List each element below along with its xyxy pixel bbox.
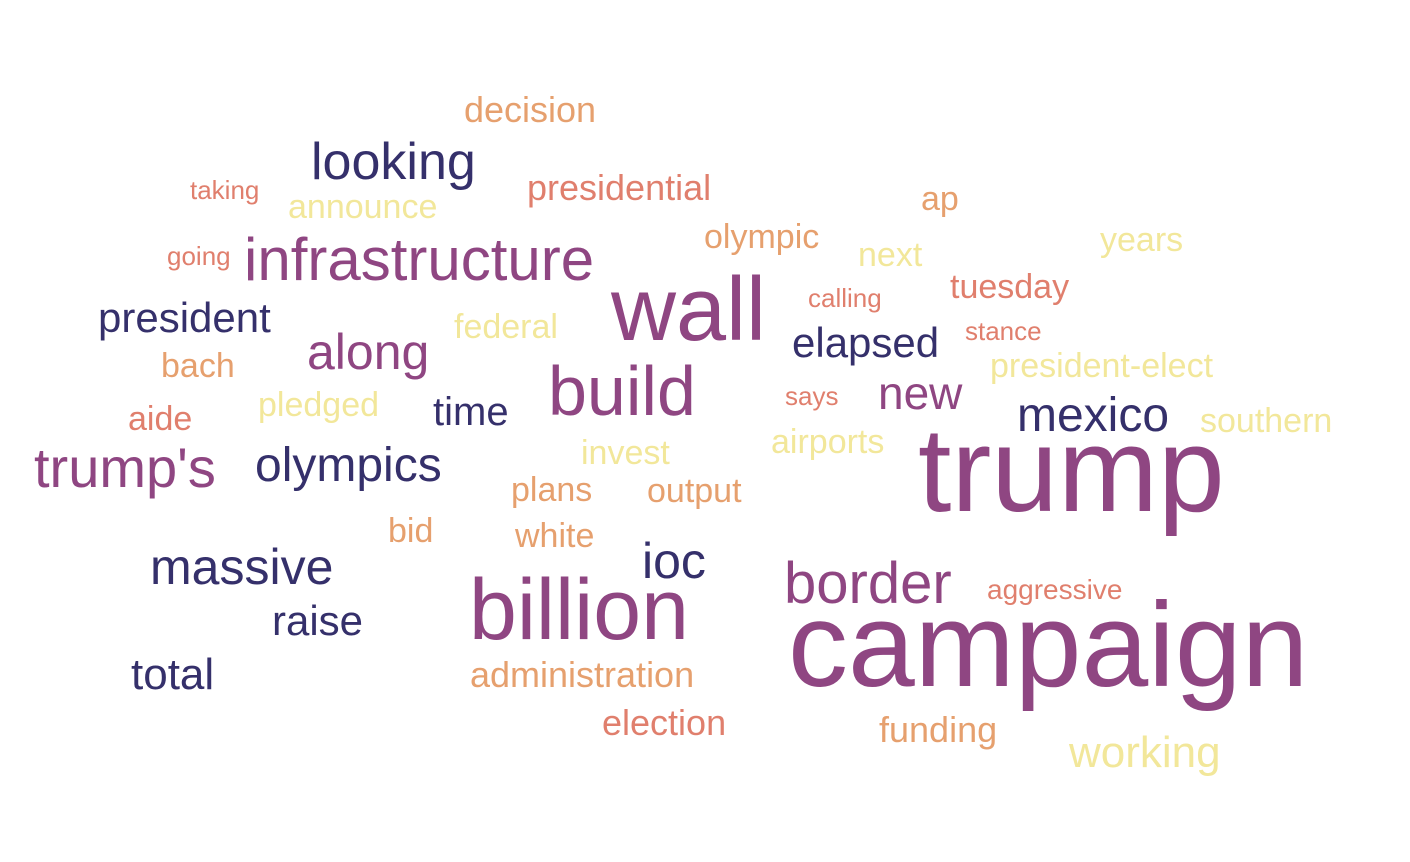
- word-announce: announce: [288, 188, 438, 226]
- word-output: output: [647, 472, 742, 510]
- word-massive: massive: [150, 539, 334, 595]
- word-years: years: [1100, 221, 1184, 259]
- word-border: border: [784, 551, 952, 616]
- word-infrastructure: infrastructure: [244, 226, 595, 293]
- word-build: build: [548, 352, 696, 430]
- word-presidential: presidential: [527, 167, 712, 208]
- word-along: along: [307, 324, 430, 380]
- word-administration: administration: [470, 654, 695, 695]
- word-billion: billion: [469, 562, 689, 658]
- word-ap: ap: [921, 180, 959, 218]
- word-mexico: mexico: [1017, 389, 1170, 442]
- word-invest: invest: [581, 434, 670, 472]
- word-wall: wall: [611, 260, 767, 360]
- word-going: going: [167, 241, 231, 271]
- word-new: new: [878, 367, 963, 419]
- word-president-elect: president-elect: [990, 347, 1214, 385]
- word-white: white: [515, 517, 595, 555]
- word-president: president: [98, 294, 271, 341]
- word-election: election: [602, 702, 727, 743]
- word-elapsed: elapsed: [792, 319, 940, 366]
- word-southern: southern: [1200, 402, 1333, 440]
- word-aggressive: aggressive: [987, 574, 1123, 605]
- word-trump: trump: [918, 403, 1225, 537]
- word-airports: airports: [771, 423, 885, 461]
- word-ioc: ioc: [642, 533, 706, 589]
- word-bach: bach: [161, 347, 235, 385]
- word-raise: raise: [272, 597, 364, 644]
- word-olympic: olympic: [704, 218, 820, 256]
- word-working: working: [1069, 728, 1221, 777]
- word-total: total: [131, 650, 215, 699]
- word-bid: bid: [388, 512, 434, 550]
- word-trumps: trump's: [34, 436, 216, 499]
- word-pledged: pledged: [258, 386, 380, 424]
- word-looking: looking: [311, 133, 476, 191]
- word-decision: decision: [464, 89, 597, 130]
- word-funding: funding: [879, 709, 998, 750]
- word-olympics: olympics: [255, 439, 442, 492]
- word-stance: stance: [965, 316, 1042, 346]
- word-next: next: [858, 236, 923, 274]
- word-aide: aide: [128, 400, 193, 438]
- word-federal: federal: [454, 308, 558, 346]
- word-tuesday: tuesday: [950, 268, 1070, 306]
- word-says: says: [785, 381, 839, 411]
- word-campaign: campaign: [788, 578, 1309, 712]
- word-time: time: [433, 390, 509, 434]
- word-calling: calling: [808, 283, 882, 313]
- word-taking: taking: [190, 175, 260, 205]
- word-plans: plans: [511, 471, 593, 509]
